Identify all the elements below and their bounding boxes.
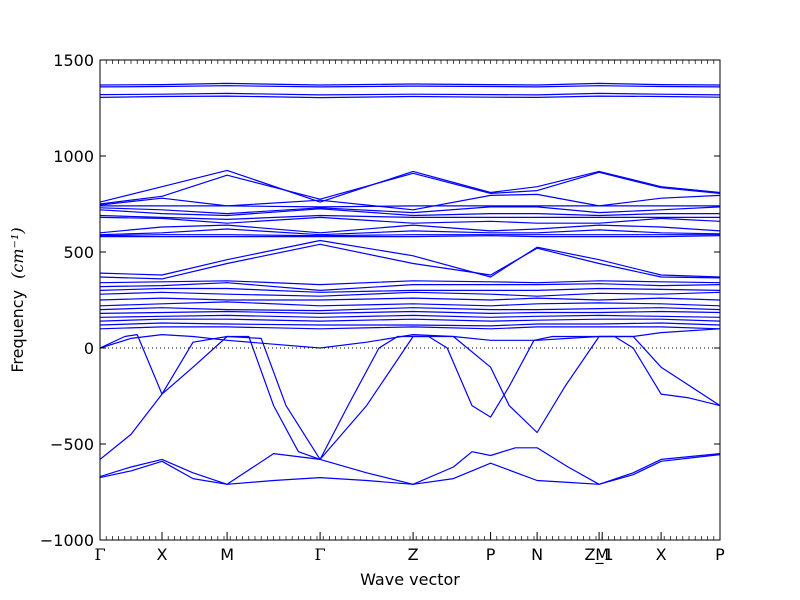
- y-axis: −1000 −500 0 500 1000 1500: [40, 51, 720, 550]
- y-tick-label: 1000: [53, 147, 94, 166]
- phonon-branch-31: [100, 328, 720, 349]
- x-tick-label: Γ: [315, 545, 326, 564]
- y-axis-label-unit: (cm⁻¹): [8, 227, 27, 278]
- x-tick-label: X: [656, 545, 667, 564]
- y-tick-label: 500: [63, 243, 94, 262]
- phonon-branch-13: [100, 224, 720, 234]
- y-axis-label: Frequency (cm⁻¹): [8, 227, 27, 372]
- x-tick-label: Z: [408, 545, 419, 564]
- phonon-branch-24: [100, 301, 720, 307]
- phonon-branch-19: [100, 280, 720, 286]
- phonon-branch-33: [100, 335, 720, 460]
- phonon-branch-18: [100, 243, 720, 280]
- phonon-branch-30: [100, 326, 720, 330]
- phonon-branch-2: [100, 85, 720, 88]
- x-axis: Γ X M Γ Z P N Z_1M X P: [94, 60, 725, 565]
- phonon-branch-27: [100, 314, 720, 318]
- phonon-branch-12: [100, 216, 720, 224]
- series-layer: [100, 82, 720, 485]
- y-tick-label: −1000: [40, 531, 94, 550]
- phonon-branch-16: [100, 235, 720, 238]
- x-tick-label: P: [715, 545, 725, 564]
- y-tick-label: 0: [84, 339, 94, 358]
- y-axis-label-text: Frequency: [8, 290, 27, 373]
- phonon-branch-25: [100, 307, 720, 312]
- phonon-branch-7: [100, 193, 720, 211]
- phonon-branch-3: [100, 92, 720, 96]
- phonon-branch-9: [100, 206, 720, 215]
- phonon-branch-22: [100, 291, 720, 297]
- phonon-branch-1: [100, 82, 720, 86]
- phonon-branch-6: [100, 171, 720, 205]
- phonon-branch-26: [100, 310, 720, 314]
- phonon-branch-21: [100, 287, 720, 293]
- phonon-branch-8: [100, 205, 720, 208]
- x-axis-label: Wave vector: [360, 570, 460, 589]
- phonon-branch-28: [100, 318, 720, 322]
- phonon-branch-17: [100, 239, 720, 278]
- phonon-branch-10: [100, 208, 720, 217]
- phonon-branch-32: [100, 334, 720, 460]
- phonon-branch-29: [100, 322, 720, 327]
- plot-frame: [99, 59, 721, 541]
- phonon-branch-20: [100, 282, 720, 291]
- x-tick-label: X: [157, 545, 168, 564]
- phonon-branch-35: [100, 454, 720, 485]
- x-tick-label: M: [595, 545, 609, 564]
- x-tick-label: Γ: [94, 545, 105, 564]
- phonon-branch-4: [100, 95, 720, 99]
- x-tick-label: Z_1: [585, 545, 614, 565]
- y-tick-label: −500: [50, 435, 94, 454]
- phonon-branch-23: [100, 297, 720, 301]
- phonon-branch-14: [100, 228, 720, 236]
- x-tick-label: M: [220, 545, 234, 564]
- x-tick-label: N: [531, 545, 543, 564]
- phonon-branch-5: [100, 169, 720, 203]
- phonon-branch-11: [100, 214, 720, 220]
- y-tick-label: 1500: [53, 51, 94, 70]
- phonon-branch-15: [100, 234, 720, 237]
- x-tick-label: P: [486, 545, 496, 564]
